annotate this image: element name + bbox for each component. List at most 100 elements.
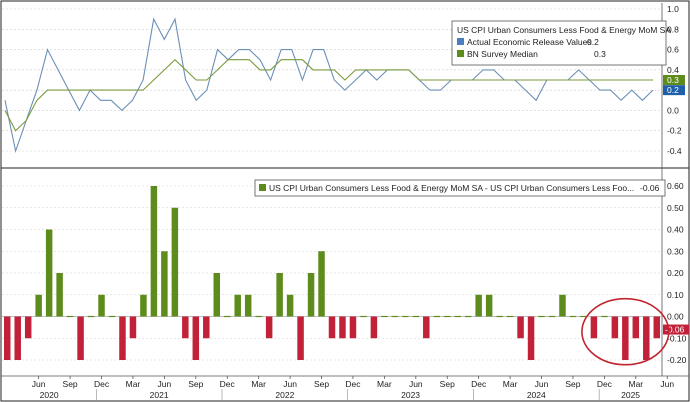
legend-value-survey: 0.3 [594,49,606,59]
spread-bar [496,315,503,318]
spread-bar [464,315,472,318]
bottom-y-tick-label: -0.20 [667,355,687,365]
x-year-label: 2021 [150,390,169,400]
bottom-panel: 0.60 0.50 0.40 0.30 0.20 0.10 0.00 -0.10 -0.20 -0… [2,181,689,366]
legend-label-spread: US CPI Urban Consumers Less Food & Energ… [269,183,634,193]
x-month-label: Jun [409,379,423,389]
spread-bar [580,315,587,318]
x-year-label: 2024 [527,390,546,400]
legend-swatch-spread [259,184,266,191]
spread-bar [129,316,137,339]
spread-bar [538,315,545,318]
x-month-label: Dec [220,379,236,389]
x-month-label: Dec [94,379,110,389]
x-year-label: 2025 [621,390,640,400]
x-month-label: Jun [283,379,297,389]
spread-bar [328,316,336,339]
x-month-label: Mar [503,379,518,389]
spread-bar [98,294,105,317]
spread-bar [203,316,210,339]
spread-bar [35,294,42,317]
actual-series-line [4,17,654,154]
spread-bar [527,316,535,360]
spread-bar [3,316,11,360]
spread-bar [265,316,273,339]
top-legend-title: US CPI Urban Consumers Less Food & Energ… [457,25,671,35]
spread-bar [77,316,84,360]
x-axis: Jun Sep Dec Mar Jun Sep Dec Mar Jun Sep Dec Mar Jun S… [1,375,689,400]
bottom-y-tick-label: 0.20 [667,268,684,278]
spread-bar [653,316,661,339]
spread-bar [517,316,524,339]
spread-bar [433,315,441,318]
x-month-label: Sep [63,379,78,389]
spread-bar [590,316,598,339]
bottom-y-tick-label: -0.10 [667,333,687,343]
top-y-tick-label: 0.6 [667,45,679,55]
spread-bar [548,315,556,318]
spread-bar [255,315,262,318]
spread-bar [370,316,378,339]
spread-bar [244,294,252,317]
top-y-tick-label: -0.4 [667,146,682,156]
spread-bar [443,315,451,318]
spread-bar [14,316,21,360]
actual-last-value-text: 0.2 [667,85,679,95]
x-year-label: 2023 [401,390,420,400]
bottom-y-tick-label: 0.30 [667,246,684,256]
spread-bar [66,315,74,318]
spread-bar [297,316,304,360]
spread-bar [182,316,189,339]
x-month-label: Sep [188,379,203,389]
spread-bar [485,294,493,317]
survey-series-line [4,58,653,132]
spread-bar [192,316,200,360]
spread-bar [423,316,430,339]
spread-bar [559,294,566,317]
x-month-label: Jun [660,379,674,389]
bottom-legend: US CPI Urban Consumers Less Food & Energ… [254,179,666,197]
spread-bar [611,316,619,339]
spread-bar [150,186,158,317]
spread-bar [569,315,577,318]
x-month-label: Jun [535,379,549,389]
bottom-y-tick-label: 0.10 [667,290,684,300]
spread-bar [161,251,168,317]
top-y-tick-label: 0.4 [667,65,679,75]
spread-bar [24,316,32,339]
spread-bar [45,229,53,317]
x-month-label: Sep [314,379,329,389]
spread-bar [140,294,147,317]
top-legend-box [451,20,667,66]
spread-bar [454,315,461,318]
legend-swatch-actual [457,38,464,45]
legend-value-actual: 0.2 [587,37,599,47]
spread-bar [87,315,95,318]
legend-label-survey: BN Survey Median [467,49,538,59]
bottom-y-tick-label: 0.40 [667,225,684,235]
x-month-label: Dec [345,379,361,389]
spread-bar [601,315,608,318]
x-month-label: Dec [471,379,487,389]
bottom-legend-box [254,179,666,197]
spread-bar [632,316,640,339]
top-y-tick-label: 0.0 [667,105,679,115]
spread-bar [475,294,482,317]
spread-bar [276,273,283,317]
spread-last-value-text: -0.06 [665,325,685,335]
spread-bar [402,315,409,318]
survey-last-value-text: 0.3 [667,75,679,85]
spread-bar [56,273,63,317]
spread-bar [213,273,221,317]
spread-bar [119,316,126,360]
annotation-circle [581,297,670,366]
x-month-label: Mar [628,379,643,389]
spread-bar [381,315,388,318]
spread-last-value-tag [663,324,689,335]
x-month-label: Sep [440,379,455,389]
spread-bar [643,316,650,360]
spread-bar [286,294,294,317]
spread-bar [622,316,629,360]
